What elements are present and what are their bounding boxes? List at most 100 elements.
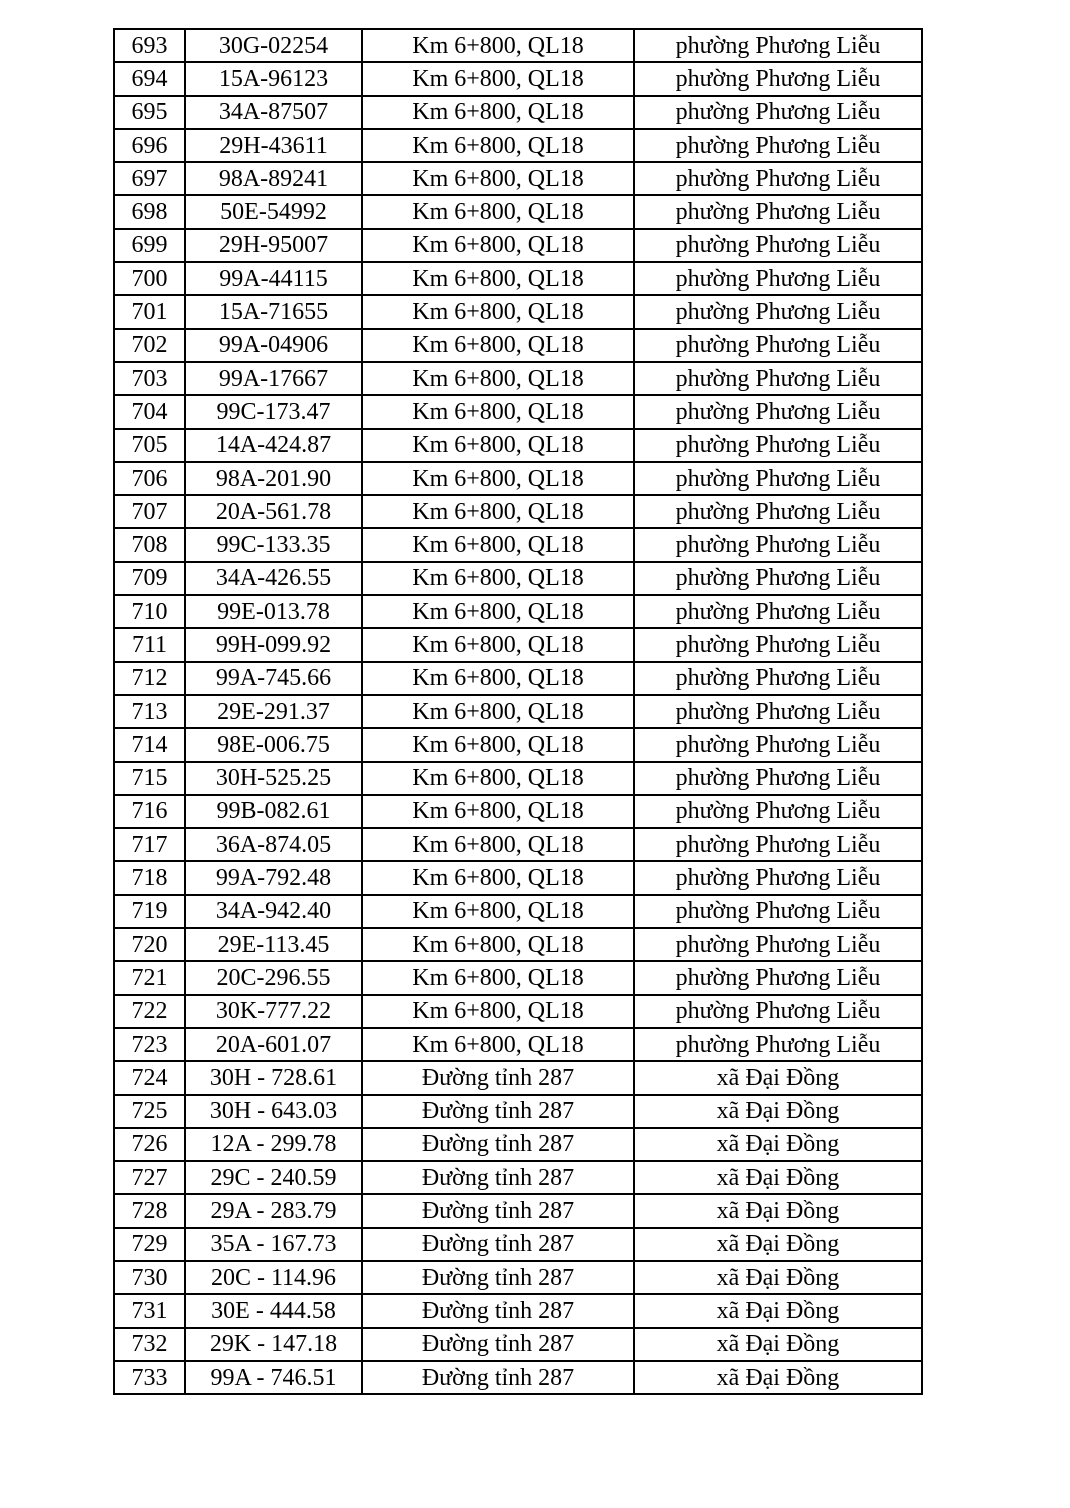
location-cell: Km 6+800, QL18 xyxy=(361,927,635,963)
table-row: 727 29C - 240.59 Đường tỉnh 287 xã Đại Đồng xyxy=(113,1160,923,1196)
location-cell: Km 6+800, QL18 xyxy=(361,1026,635,1063)
license-plate-cell: 29A - 283.79 xyxy=(184,1193,363,1229)
table-row: 711 99H-099.92 Km 6+800, QL18 phường Phương… xyxy=(113,627,923,663)
license-plate-cell: 99A-17667 xyxy=(184,360,363,397)
license-plate-cell: 34A-942.40 xyxy=(184,893,363,930)
row-number-cell: 701 xyxy=(113,294,186,330)
location-cell: Đường tỉnh 287 xyxy=(361,1093,635,1129)
table-row: 704 99C-173.47 Km 6+800, QL18 phường Phương… xyxy=(113,394,923,430)
license-plate-cell: 29E-113.45 xyxy=(184,927,363,963)
license-plate-cell: 20C-296.55 xyxy=(184,960,363,996)
license-plate-cell: 99E-013.78 xyxy=(184,594,363,630)
location-cell: Km 6+800, QL18 xyxy=(361,527,635,563)
table-row: 720 29E-113.45 Km 6+800, QL18 phường Phương… xyxy=(113,927,923,963)
table-row: 715 30H-525.25 Km 6+800, QL18 phường Phương… xyxy=(113,760,923,796)
table-row: 716 99B-082.61 Km 6+800, QL18 phường Phương… xyxy=(113,793,923,830)
license-plate-cell: 30H-525.25 xyxy=(184,760,363,796)
location-cell: Km 6+800, QL18 xyxy=(361,627,635,663)
location-cell: Km 6+800, QL18 xyxy=(361,460,635,497)
ward-cell: phường Phương Liễu xyxy=(633,261,923,297)
license-plate-cell: 99A-745.66 xyxy=(184,660,363,696)
row-number-cell: 705 xyxy=(113,427,186,463)
location-cell: Đường tỉnh 287 xyxy=(361,1160,635,1196)
ward-cell: phường Phương Liễu xyxy=(633,627,923,663)
license-plate-cell: 12A - 299.78 xyxy=(184,1126,363,1163)
location-cell: Đường tỉnh 287 xyxy=(361,1293,635,1329)
ward-cell: phường Phương Liễu xyxy=(633,960,923,996)
row-number-cell: 709 xyxy=(113,560,186,597)
table-body: 693 30G-02254 Km 6+800, QL18 phường Phương … xyxy=(113,27,923,1396)
table-row: 726 12A - 299.78 Đường tỉnh 287 xã Đại Đồng xyxy=(113,1126,923,1163)
row-number-cell: 728 xyxy=(113,1193,186,1229)
row-number-cell: 723 xyxy=(113,1026,186,1063)
license-plate-cell: 15A-96123 xyxy=(184,61,363,97)
location-cell: Km 6+800, QL18 xyxy=(361,893,635,930)
table-row: 721 20C-296.55 Km 6+800, QL18 phường Phương… xyxy=(113,960,923,996)
license-plate-cell: 30G-02254 xyxy=(184,27,363,64)
location-cell: Km 6+800, QL18 xyxy=(361,660,635,696)
row-number-cell: 715 xyxy=(113,760,186,796)
table-row: 702 99A-04906 Km 6+800, QL18 phường Phương … xyxy=(113,327,923,363)
row-number-cell: 708 xyxy=(113,527,186,563)
license-plate-cell: 30H - 643.03 xyxy=(184,1093,363,1129)
ward-cell: phường Phương Liễu xyxy=(633,494,923,530)
location-cell: Km 6+800, QL18 xyxy=(361,427,635,463)
row-number-cell: 697 xyxy=(113,161,186,197)
location-cell: Km 6+800, QL18 xyxy=(361,827,635,863)
location-cell: Đường tỉnh 287 xyxy=(361,1259,635,1296)
table-row: 728 29A - 283.79 Đường tỉnh 287 xã Đại Đồng xyxy=(113,1193,923,1229)
row-number-cell: 704 xyxy=(113,394,186,430)
location-cell: Đường tỉnh 287 xyxy=(361,1193,635,1229)
license-plate-cell: 98E-006.75 xyxy=(184,727,363,763)
location-cell: Km 6+800, QL18 xyxy=(361,94,635,130)
license-plate-cell: 99A-44115 xyxy=(184,261,363,297)
table-row: 731 30E - 444.58 Đường tỉnh 287 xã Đại Đồng xyxy=(113,1293,923,1329)
location-cell: Đường tỉnh 287 xyxy=(361,1060,635,1096)
row-number-cell: 733 xyxy=(113,1359,186,1396)
location-cell: Km 6+800, QL18 xyxy=(361,993,635,1029)
ward-cell: xã Đại Đồng xyxy=(633,1093,923,1129)
table-row: 732 29K - 147.18 Đường tỉnh 287 xã Đại Đồng xyxy=(113,1326,923,1362)
license-plate-cell: 99A-04906 xyxy=(184,327,363,363)
ward-cell: phường Phương Liễu xyxy=(633,860,923,896)
location-cell: Km 6+800, QL18 xyxy=(361,760,635,796)
ward-cell: phường Phương Liễu xyxy=(633,394,923,430)
row-number-cell: 698 xyxy=(113,194,186,230)
location-cell: Km 6+800, QL18 xyxy=(361,294,635,330)
table-row: 733 99A - 746.51 Đường tỉnh 287 xã Đại Đồng xyxy=(113,1359,923,1396)
ward-cell: xã Đại Đồng xyxy=(633,1160,923,1196)
row-number-cell: 694 xyxy=(113,61,186,97)
row-number-cell: 732 xyxy=(113,1326,186,1362)
license-plate-cell: 29K - 147.18 xyxy=(184,1326,363,1362)
row-number-cell: 713 xyxy=(113,693,186,730)
location-cell: Km 6+800, QL18 xyxy=(361,394,635,430)
license-plate-cell: 29H-95007 xyxy=(184,227,363,264)
location-cell: Đường tỉnh 287 xyxy=(361,1126,635,1163)
ward-cell: xã Đại Đồng xyxy=(633,1126,923,1163)
license-plate-cell: 20A-601.07 xyxy=(184,1026,363,1063)
table-row: 717 36A-874.05 Km 6+800, QL18 phường Phương… xyxy=(113,827,923,863)
ward-cell: phường Phương Liễu xyxy=(633,161,923,197)
location-cell: Km 6+800, QL18 xyxy=(361,727,635,763)
table-row: 710 99E-013.78 Km 6+800, QL18 phường Phương… xyxy=(113,594,923,630)
ward-cell: phường Phương Liễu xyxy=(633,360,923,397)
row-number-cell: 696 xyxy=(113,127,186,164)
row-number-cell: 717 xyxy=(113,827,186,863)
table-row: 718 99A-792.48 Km 6+800, QL18 phường Phương… xyxy=(113,860,923,896)
ward-cell: xã Đại Đồng xyxy=(633,1259,923,1296)
row-number-cell: 722 xyxy=(113,993,186,1029)
location-cell: Km 6+800, QL18 xyxy=(361,360,635,397)
row-number-cell: 695 xyxy=(113,94,186,130)
table-row: 696 29H-43611 Km 6+800, QL18 phường Phương … xyxy=(113,127,923,164)
table-row: 707 20A-561.78 Km 6+800, QL18 phường Phương… xyxy=(113,494,923,530)
violations-table: 693 30G-02254 Km 6+800, QL18 phường Phương … xyxy=(113,27,923,1396)
row-number-cell: 706 xyxy=(113,460,186,497)
ward-cell: phường Phương Liễu xyxy=(633,660,923,696)
table-row: 708 99C-133.35 Km 6+800, QL18 phường Phương… xyxy=(113,527,923,563)
license-plate-cell: 98A-89241 xyxy=(184,161,363,197)
license-plate-cell: 36A-874.05 xyxy=(184,827,363,863)
ward-cell: phường Phương Liễu xyxy=(633,94,923,130)
location-cell: Km 6+800, QL18 xyxy=(361,261,635,297)
license-plate-cell: 29H-43611 xyxy=(184,127,363,164)
table-row: 723 20A-601.07 Km 6+800, QL18 phường Phương… xyxy=(113,1026,923,1063)
